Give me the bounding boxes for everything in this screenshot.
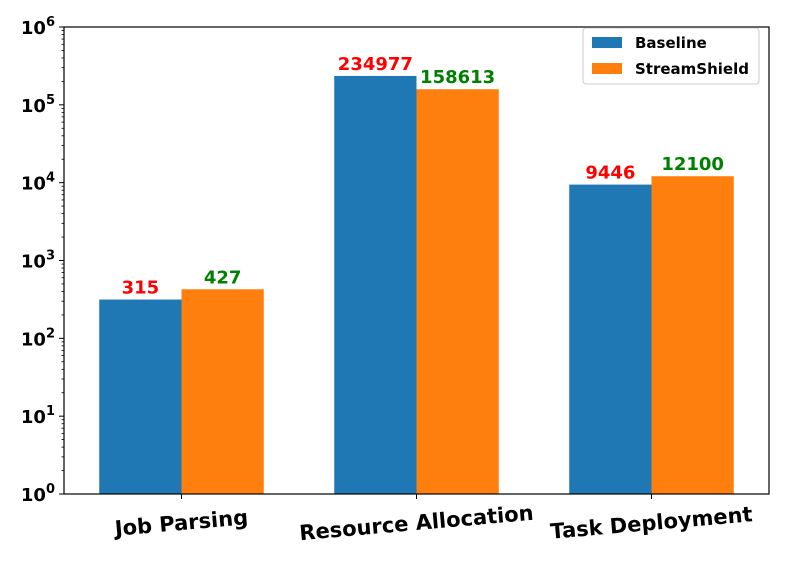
value-label-streamshield: 12100: [661, 154, 724, 175]
bar-streamshield: [651, 176, 734, 494]
legend-label-baseline: Baseline: [635, 34, 707, 52]
x-axis: Job Parsing Resource Allocation Task Deplo…: [112, 494, 753, 545]
y-axis: 100 101 102 103 104 105 106: [21, 15, 64, 506]
y-tick-label: 102: [21, 326, 55, 350]
value-label-baseline: 9446: [585, 163, 635, 184]
x-category-label: Task Deployment: [549, 502, 753, 544]
legend-swatch-baseline: [592, 37, 622, 48]
y-tick-label: 104: [21, 171, 55, 195]
bar-baseline: [569, 184, 652, 494]
bar-streamshield: [416, 89, 499, 494]
bar-baseline: [334, 75, 417, 494]
legend-swatch-streamshield: [592, 63, 622, 74]
legend: Baseline StreamShield: [582, 27, 760, 85]
y-tick-label: 101: [21, 404, 55, 428]
x-category-label: Job Parsing: [112, 505, 249, 541]
value-label-baseline: 234977: [338, 54, 413, 75]
value-label-streamshield: 427: [204, 267, 242, 288]
value-label-baseline: 315: [122, 278, 160, 299]
value-label-streamshield: 158613: [420, 67, 495, 88]
bars: [99, 75, 734, 494]
value-labels: 315 427 234977 158613 9446 12100: [122, 54, 724, 299]
x-category-label: Resource Allocation: [298, 501, 534, 545]
legend-label-streamshield: StreamShield: [635, 60, 749, 78]
y-tick-label: 106: [21, 15, 55, 39]
y-tick-label: 103: [21, 249, 55, 273]
legend-frame: [582, 27, 760, 85]
bar-streamshield: [181, 289, 264, 494]
y-tick-label: 105: [21, 93, 55, 117]
y-tick-label: 100: [21, 482, 55, 506]
bar-baseline: [99, 299, 182, 494]
